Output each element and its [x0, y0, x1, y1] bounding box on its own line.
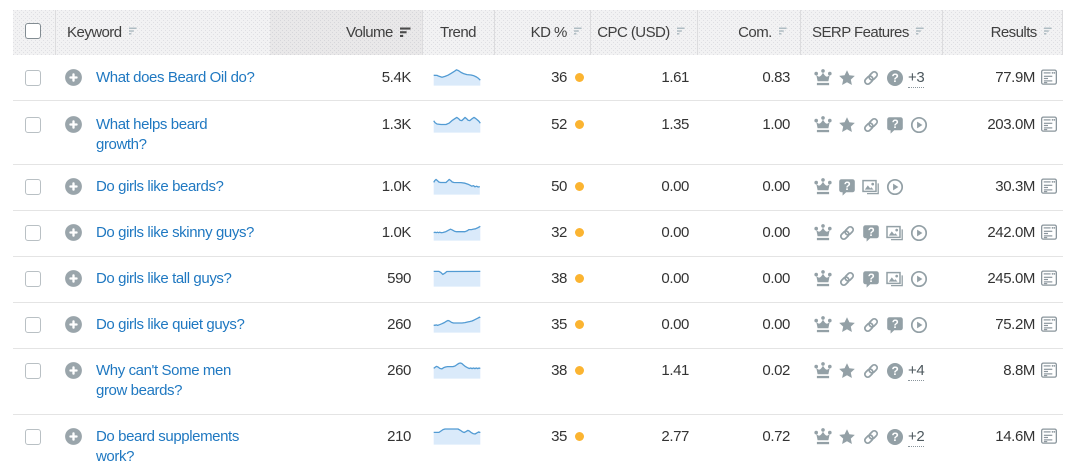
- svg-text:?: ?: [892, 364, 899, 378]
- svg-text:?: ?: [892, 319, 899, 331]
- svg-text:?: ?: [844, 181, 851, 193]
- svg-text:?: ?: [892, 71, 899, 85]
- svg-text:?: ?: [892, 119, 899, 131]
- svg-text:?: ?: [868, 273, 875, 285]
- svg-text:?: ?: [892, 430, 899, 444]
- svg-text:?: ?: [868, 227, 875, 239]
